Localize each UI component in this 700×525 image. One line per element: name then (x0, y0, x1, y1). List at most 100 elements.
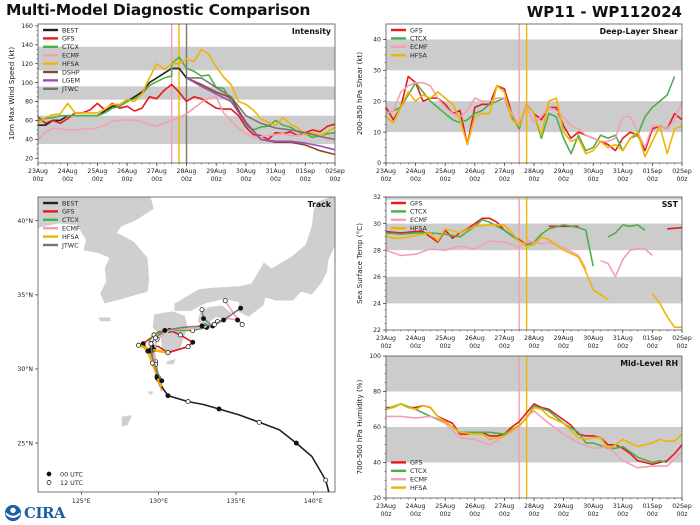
marker-00utc (165, 393, 171, 399)
honshu-land (173, 197, 335, 318)
y-axis-label: Sea Surface Temp (°C) (355, 223, 364, 304)
lat-tick-label: 25°N (17, 439, 33, 447)
legend-label-hfsa: HFSA (410, 52, 428, 60)
x-tick-label-date: 27Aug (494, 168, 514, 175)
legend-label-gfs: GFS (410, 199, 423, 207)
marker-00utc (238, 305, 244, 311)
x-tick-label-hour: 00z (558, 511, 569, 518)
legend-label-hfsa: HFSA (410, 484, 428, 492)
legend-label-best: BEST (62, 199, 78, 207)
legend-label-gfs: GFS (62, 208, 75, 216)
marker-00utc (201, 316, 206, 322)
series-line-hfsa (385, 224, 682, 329)
marker-00utc (221, 317, 227, 323)
panel-title: Intensity (292, 27, 331, 36)
lon-tick-label: 130°E (149, 497, 168, 505)
legend-label-lgem: LGEM (62, 77, 80, 85)
lon-tick-label: 125°E (72, 497, 91, 505)
series-line-best (38, 67, 188, 126)
cira-logo: CIRA (4, 504, 66, 522)
legend-label-jtwc: JTWC (61, 241, 79, 249)
x-tick-label-hour: 00z (300, 176, 311, 183)
x-tick-label-hour: 00z (676, 511, 687, 518)
legend-label-ecmf: ECMF (62, 225, 80, 233)
korea-land (38, 197, 155, 304)
legend-label-ctcx: CTCX (410, 467, 427, 475)
legend-label-ecmf: ECMF (410, 476, 428, 484)
legend-marker-label: 12 UTC (60, 479, 83, 487)
x-tick-label-date: 28Aug (524, 503, 544, 510)
y-tick-label: 60 (25, 118, 33, 125)
legend-label-jtwc: JTWC (61, 85, 79, 93)
panel-title: Track (308, 200, 332, 209)
x-tick-label-hour: 00z (211, 176, 222, 183)
x-tick-label-date: 26Aug (465, 168, 485, 175)
legend-label-hfsa: HFSA (62, 233, 80, 241)
x-tick-label-date: 29Aug (206, 168, 226, 175)
lon-tick-label: 135°E (227, 497, 246, 505)
x-tick-label-date: 23Aug (376, 168, 396, 175)
x-tick-label-date: 23Aug (28, 168, 48, 175)
x-tick-label-hour: 00z (92, 176, 103, 183)
legend-label-gfs: GFS (62, 35, 75, 43)
series-line-hfsa (385, 403, 683, 450)
x-tick-label-hour: 00z (410, 343, 421, 350)
storm-id-title: WP11 - WP112024 (526, 3, 682, 21)
x-tick-label-date: 02Sep (672, 335, 692, 342)
x-tick-label-hour: 00z (410, 511, 421, 518)
lat-tick-label: 35°N (17, 291, 33, 299)
shaded-band (386, 276, 682, 304)
x-tick-label-hour: 00z (380, 343, 391, 350)
x-tick-label-date: 29Aug (554, 335, 574, 342)
marker-12utc (185, 344, 191, 350)
x-tick-label-date: 24Aug (406, 503, 426, 510)
marker-12utc (222, 298, 228, 304)
x-tick-label-hour: 00z (617, 343, 628, 350)
x-tick-label-date: 25Aug (87, 168, 107, 175)
legend-label-ctcx: CTCX (410, 208, 427, 216)
x-tick-label-hour: 00z (440, 511, 451, 518)
legend-label-ecmf: ECMF (410, 216, 428, 224)
y-tick-label: 32 (373, 194, 381, 201)
series-line-ecmf (386, 410, 683, 469)
legend-marker-12utc (46, 480, 52, 485)
legend-label-ctcx: CTCX (62, 43, 79, 51)
y-tick-label: 160 (21, 23, 33, 30)
x-tick-label-date: 28Aug (524, 335, 544, 342)
y-tick-label: 26 (373, 274, 381, 281)
y-tick-label: 120 (21, 61, 33, 68)
marker-12utc (153, 335, 159, 341)
y-tick-label: 28 (373, 247, 381, 254)
x-tick-label-date: 31Aug (613, 168, 633, 175)
series-line-ecmf (37, 96, 335, 141)
noaa-logo-icon (4, 504, 22, 522)
y-tick-label: 140 (21, 42, 33, 49)
x-tick-label-date: 28Aug (524, 168, 544, 175)
x-tick-label-hour: 00z (647, 176, 658, 183)
y-tick-label: 24 (373, 301, 381, 308)
marker-12utc (185, 399, 191, 405)
x-tick-label-date: 01Sep (643, 168, 663, 175)
marker-12utc (177, 332, 183, 338)
x-tick-label-date: 25Aug (435, 503, 455, 510)
marker-12utc (165, 350, 171, 356)
lon-tick-label: 140°E (304, 497, 323, 505)
y-axis-label: 200-850 hPa Shear (kt) (355, 52, 364, 136)
x-tick-label-hour: 00z (181, 176, 192, 183)
rh-panel: 2040608010023Aug00z24Aug00z25Aug00z26Aug… (355, 353, 692, 518)
series-line-gfs (37, 83, 336, 141)
lat-tick-label: 40°N (17, 217, 33, 225)
marker-00utc (235, 317, 240, 323)
marker-12utc (211, 322, 217, 327)
x-tick-label-date: 02Sep (672, 503, 692, 510)
legend-marker-label: 00 UTC (60, 470, 83, 478)
x-tick-label-date: 30Aug (236, 168, 256, 175)
x-tick-label-hour: 00z (440, 343, 451, 350)
marker-12utc (148, 341, 154, 347)
shaded-band (386, 197, 682, 200)
y-tick-label: 10 (373, 129, 381, 136)
legend-label-best: BEST (62, 26, 78, 34)
x-tick-label-hour: 00z (240, 176, 251, 183)
marker-12utc (323, 477, 329, 483)
legend-label-ecmf: ECMF (62, 52, 80, 60)
